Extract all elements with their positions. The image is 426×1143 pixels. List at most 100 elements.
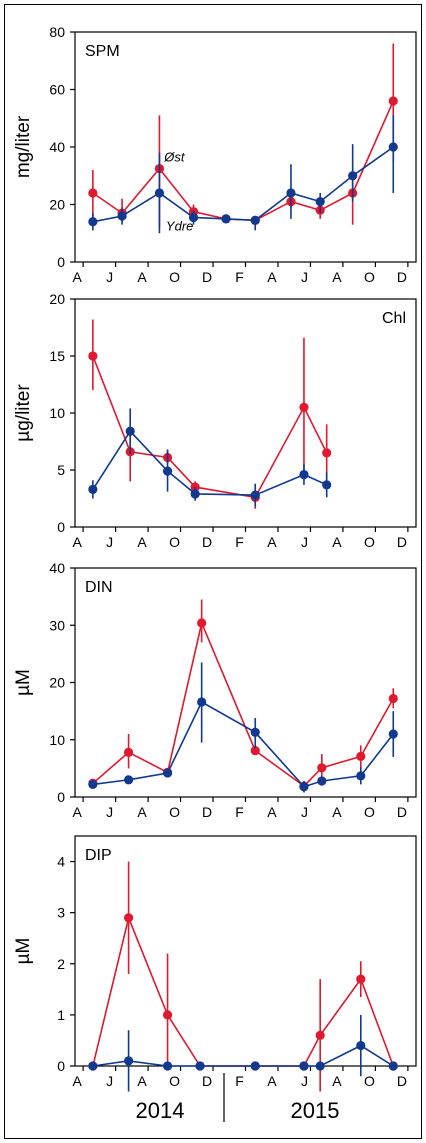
data-point-ydre: [88, 779, 98, 790]
panel-title: DIP: [85, 847, 112, 864]
x-tick-label: F: [235, 269, 244, 285]
data-point-ost: [317, 763, 327, 773]
data-point-ydre: [299, 782, 309, 792]
chart-panel-chl: 0 5 10 15 20 A J A O D F A J A O Dµg/liter Chl: [13, 291, 417, 550]
data-point-ydre: [388, 729, 398, 739]
x-tick-label: A: [72, 804, 82, 820]
data-point-ydre: [125, 426, 135, 436]
data-point-ydre: [250, 215, 260, 225]
data-point-ydre: [322, 480, 332, 490]
x-tick-label: O: [364, 269, 375, 285]
y-tick-label: 20: [49, 291, 65, 307]
x-tick-label: A: [267, 269, 277, 285]
x-tick-label: D: [202, 1073, 212, 1089]
x-tick-label: D: [202, 269, 212, 285]
y-tick-label: 0: [57, 1058, 65, 1074]
data-point-ydre: [88, 217, 98, 227]
y-tick-label: 0: [57, 519, 65, 535]
panel-title: DIN: [85, 579, 113, 596]
data-point-ydre: [356, 1040, 366, 1051]
data-point-ost: [315, 1030, 325, 1040]
data-point-ost: [162, 1010, 173, 1020]
data-point-ydre: [250, 490, 260, 500]
year-label-2014: 2014: [136, 1098, 185, 1123]
series-annotation: Øst: [163, 149, 186, 164]
plot-area: [74, 298, 417, 528]
y-tick-label: 4: [57, 854, 65, 870]
chart-panel-din: 0 10 20 30 40 A J A O D F A J A O DµM DIN: [13, 560, 417, 820]
data-point-ydre: [348, 171, 358, 181]
series-line-ydre: [92, 700, 394, 788]
y-tick-label: 30: [49, 617, 65, 633]
series-line-ydre: [92, 1044, 394, 1067]
x-tick-label: D: [397, 269, 407, 285]
y-tick-label: 3: [57, 905, 65, 921]
data-point-ost: [88, 351, 98, 361]
panel-title: Chl: [382, 310, 406, 327]
y-tick-label: 10: [49, 405, 65, 421]
y-tick-label: 40: [49, 560, 65, 576]
y-tick-label: 40: [49, 139, 65, 155]
y-tick-label: 60: [49, 82, 65, 98]
plot-area: [74, 31, 417, 263]
series-line-ost: [92, 620, 394, 788]
data-point-ydre: [250, 1061, 260, 1071]
y-axis-label: mg/liter: [13, 115, 34, 178]
x-tick-label: A: [137, 804, 147, 820]
data-point-ydre: [388, 1061, 398, 1071]
data-point-ost: [388, 693, 398, 704]
y-tick-label: 1: [57, 1007, 65, 1023]
x-tick-label: O: [169, 269, 180, 285]
series-line-ost: [92, 915, 395, 1067]
y-tick-label: 10: [49, 732, 65, 748]
y-tick-label: 5: [57, 462, 65, 478]
data-point-ydre: [250, 727, 260, 737]
data-point-ydre: [190, 489, 200, 499]
x-tick-label: J: [301, 534, 308, 550]
data-point-ost: [123, 747, 134, 757]
x-tick-label: O: [169, 1073, 180, 1089]
x-tick-label: A: [137, 1073, 147, 1089]
x-tick-label: A: [137, 269, 147, 285]
x-tick-label: A: [332, 534, 342, 550]
data-point-ost: [299, 402, 309, 412]
data-point-ydre: [162, 768, 173, 778]
data-point-ydre: [162, 466, 173, 476]
y-axis-label: µg/liter: [13, 384, 34, 442]
data-point-ost: [123, 913, 134, 923]
x-tick-label: A: [267, 534, 277, 550]
x-tick-label: J: [106, 1073, 113, 1089]
y-tick-label: 20: [49, 675, 65, 691]
x-tick-label: O: [364, 804, 375, 820]
data-point-ydre: [221, 214, 231, 224]
x-tick-label: A: [137, 534, 147, 550]
x-tick-label: D: [397, 804, 407, 820]
panel-title: SPM: [85, 43, 120, 60]
data-point-ydre: [123, 775, 134, 785]
x-tick-label: A: [332, 269, 342, 285]
x-tick-label: D: [397, 534, 407, 550]
x-tick-label: D: [202, 804, 212, 820]
y-tick-label: 20: [49, 197, 65, 213]
data-point-ydre: [315, 197, 325, 207]
x-tick-label: A: [267, 1073, 277, 1089]
chart-panel-spm: 0 20 40 60 80 A J A O D F A J A O Dmg/liter SPM Øst Ydre: [13, 24, 417, 285]
year-label-2015: 2015: [291, 1098, 340, 1123]
x-tick-label: J: [106, 534, 113, 550]
data-point-ydre: [195, 1061, 205, 1071]
x-tick-label: J: [301, 804, 308, 820]
x-tick-label: J: [301, 269, 308, 285]
figure-frame: [4, 4, 422, 1139]
data-point-ydre: [388, 142, 398, 152]
x-tick-label: O: [169, 804, 180, 820]
data-point-ost: [388, 96, 398, 106]
x-tick-label: J: [106, 269, 113, 285]
y-tick-label: 0: [57, 254, 65, 270]
x-tick-label: J: [106, 804, 113, 820]
data-point-ost: [197, 618, 207, 628]
x-tick-label: D: [202, 534, 212, 550]
data-point-ost: [322, 448, 332, 458]
data-point-ydre: [88, 1061, 98, 1071]
x-tick-label: O: [364, 534, 375, 550]
